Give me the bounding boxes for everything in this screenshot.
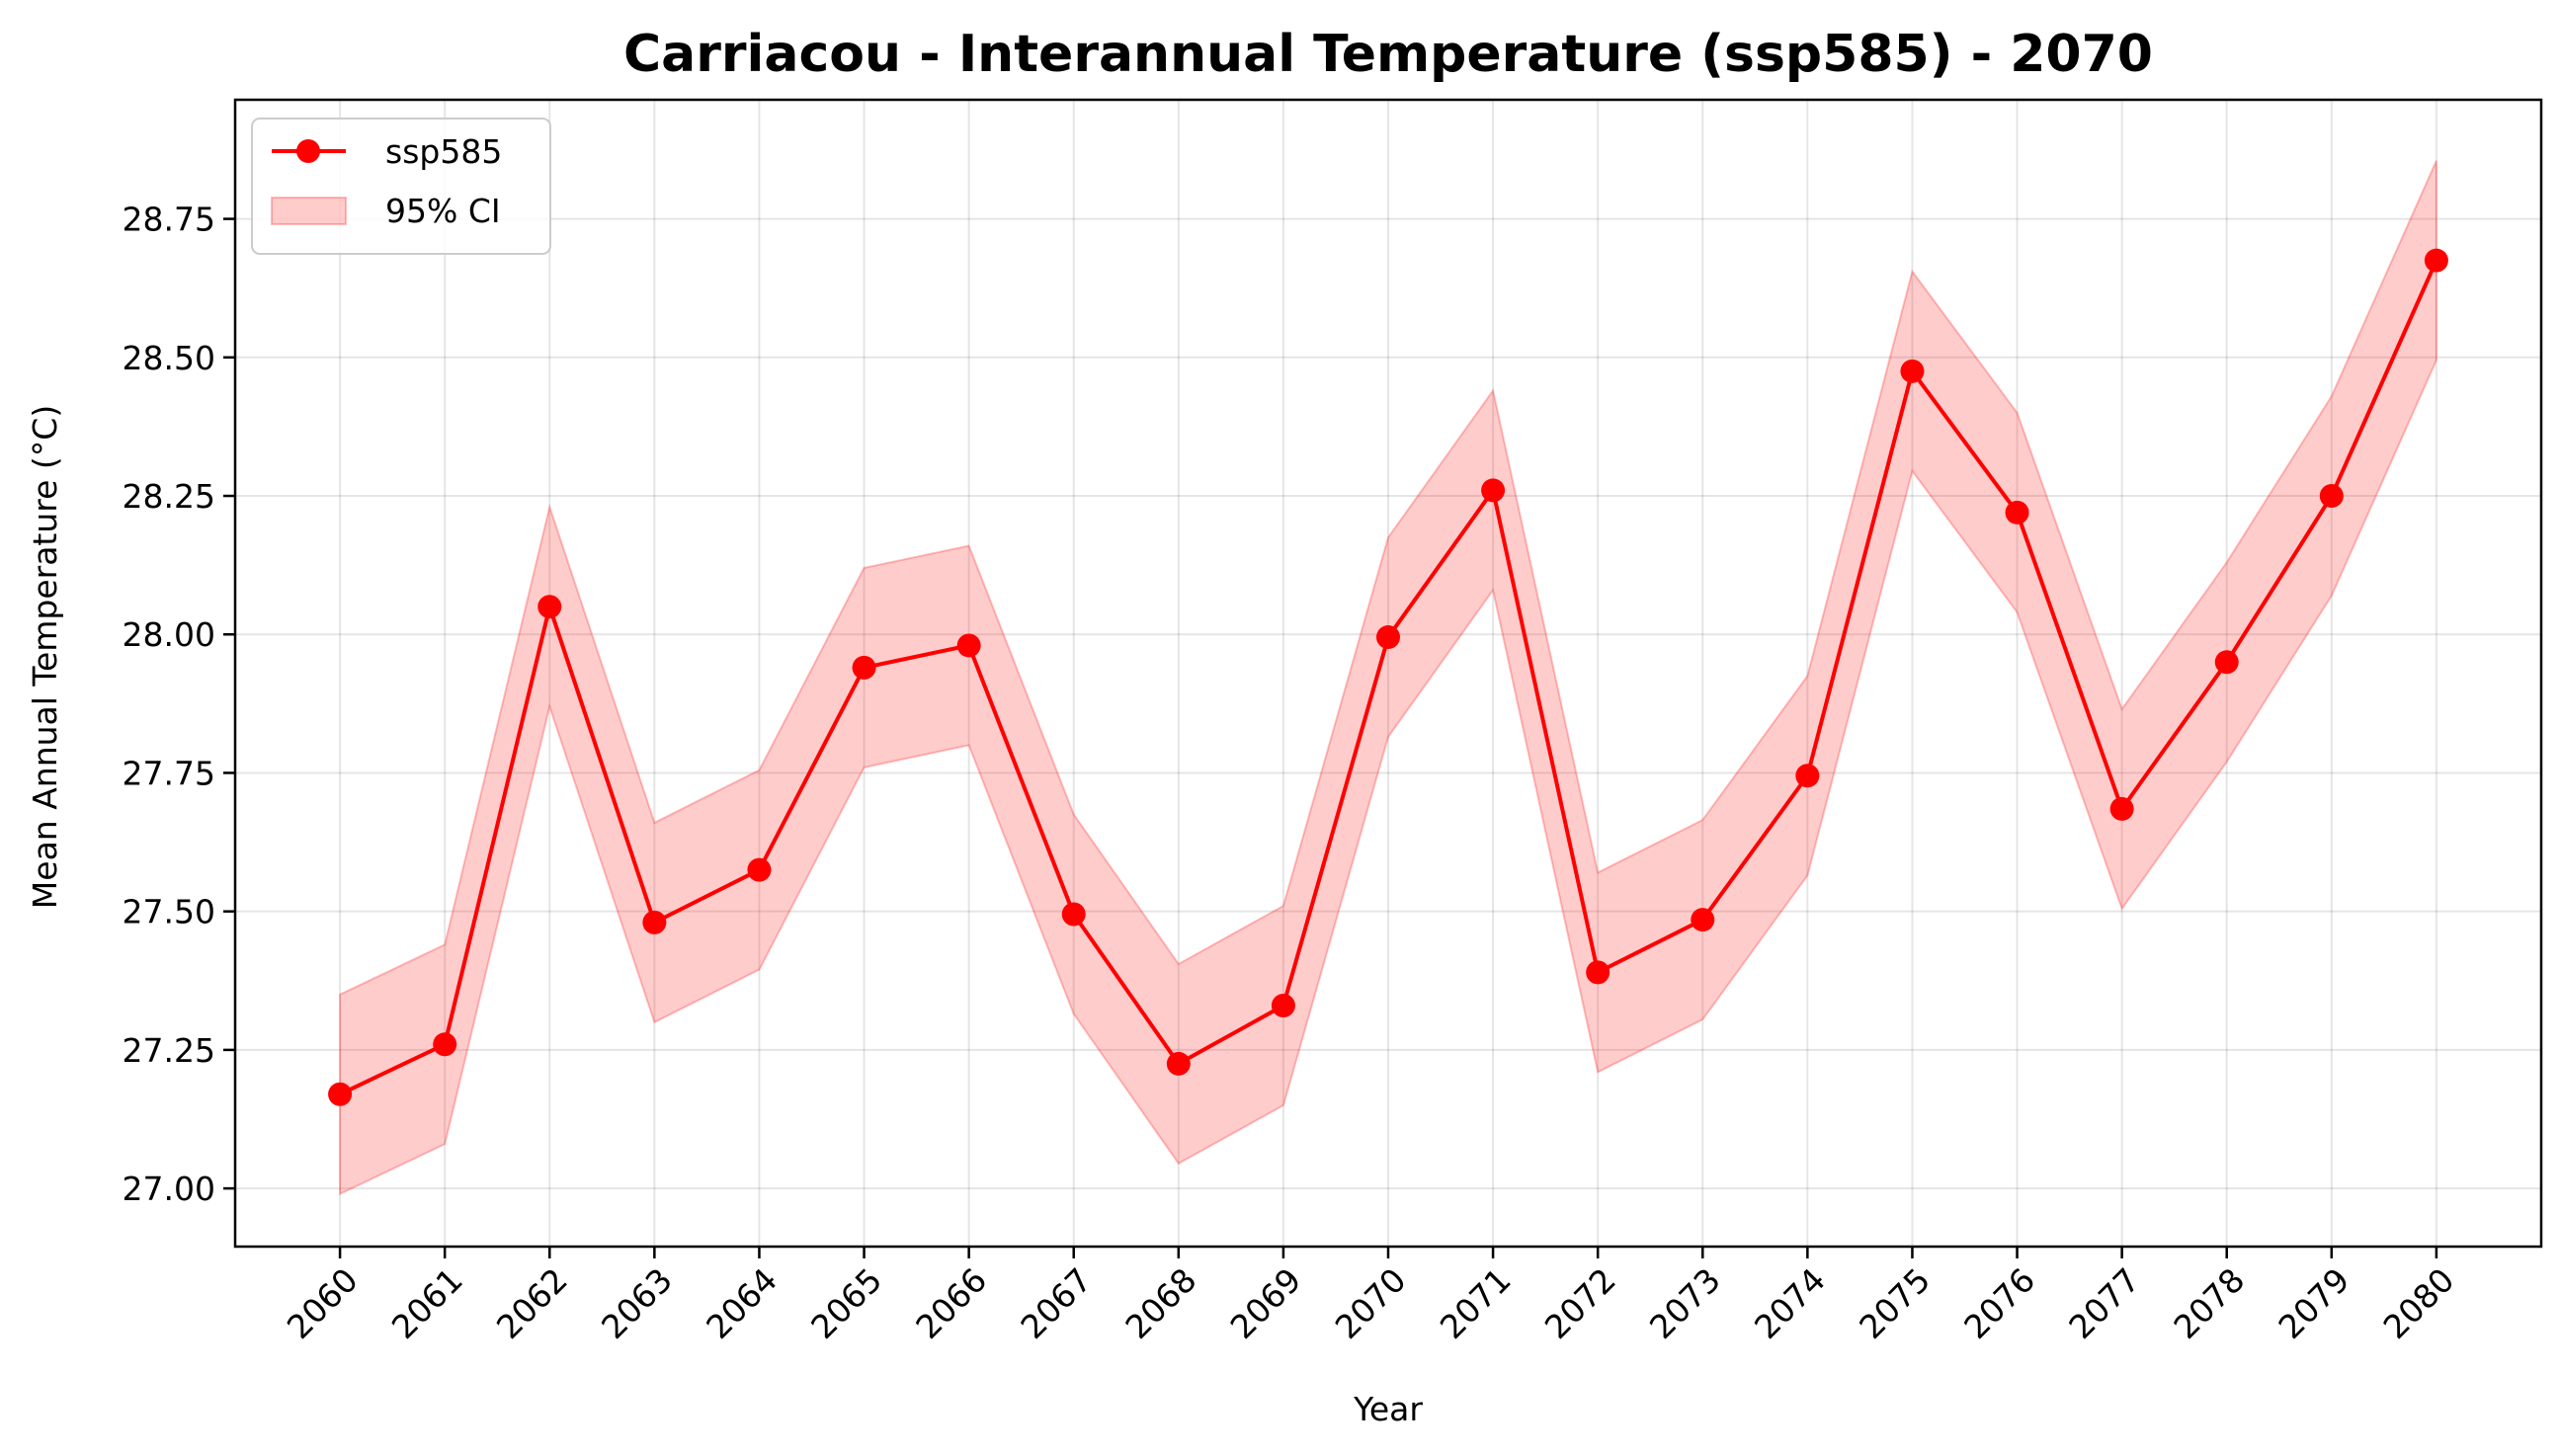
y-tick-label: 28.25 xyxy=(123,477,215,516)
x-tick-label: 2067 xyxy=(1013,1260,1099,1346)
data-point xyxy=(433,1032,457,1057)
grid xyxy=(235,100,2541,1247)
y-tick-label: 28.75 xyxy=(123,201,215,239)
x-tick-label: 2064 xyxy=(699,1260,784,1346)
y-tick-label: 27.00 xyxy=(123,1170,215,1208)
data-point xyxy=(1481,478,1506,503)
data-point xyxy=(537,595,562,619)
y-tick-label: 27.50 xyxy=(123,893,215,931)
data-point xyxy=(328,1082,353,1106)
x-axis-label: Year xyxy=(1353,1390,1423,1428)
legend: ssp585 95% CI xyxy=(251,118,551,255)
y-tick-label: 27.75 xyxy=(123,754,215,792)
x-tick-label: 2078 xyxy=(2166,1260,2252,1346)
x-tick-label: 2075 xyxy=(1852,1260,1938,1346)
y-tick-label: 27.25 xyxy=(123,1031,215,1070)
x-tick-label: 2070 xyxy=(1328,1260,1414,1346)
x-tick-label: 2062 xyxy=(489,1260,575,1346)
data-point xyxy=(2005,500,2029,525)
x-tick-label: 2077 xyxy=(2061,1260,2147,1346)
confidence-band xyxy=(339,160,2437,1196)
x-tick-label: 2074 xyxy=(1747,1260,1833,1346)
x-tick-label: 2076 xyxy=(1956,1260,2042,1346)
x-tick-label: 2080 xyxy=(2376,1260,2462,1346)
x-tick-label: 2073 xyxy=(1642,1260,1728,1346)
data-point xyxy=(642,910,667,934)
data-point xyxy=(747,857,772,882)
chart-title: Carriacou - Interannual Temperature (ssp… xyxy=(623,25,2153,84)
y-tick-label: 28.50 xyxy=(123,339,215,377)
y-tick-label: 28.00 xyxy=(123,615,215,654)
series-markers xyxy=(328,248,2448,1106)
x-tick-label: 2065 xyxy=(803,1260,889,1346)
x-tick-label: 2061 xyxy=(384,1260,470,1346)
x-axis-ticks: 2060 2061 2062 2063 2064 2065 2066 2067 2068 2069… xyxy=(280,1247,2462,1346)
x-tick-label: 2072 xyxy=(1537,1260,1623,1346)
legend-label-ci: 95% CI xyxy=(385,192,501,230)
data-point xyxy=(1586,960,1610,985)
data-point xyxy=(956,633,981,658)
data-point xyxy=(2109,796,2134,821)
data-point xyxy=(2424,248,2448,273)
x-tick-label: 2063 xyxy=(594,1260,680,1346)
x-tick-label: 2071 xyxy=(1433,1260,1519,1346)
data-point xyxy=(1166,1051,1191,1076)
y-axis-label: Mean Annual Temperature (°C) xyxy=(26,405,64,909)
data-point xyxy=(2319,484,2344,509)
x-tick-label: 2079 xyxy=(2271,1260,2357,1346)
data-point xyxy=(1691,908,1715,932)
data-point xyxy=(852,655,876,680)
y-axis-ticks: 27.00 27.25 27.50 27.75 28.00 28.25 28.50 28.75 xyxy=(123,201,235,1208)
data-point xyxy=(2214,650,2239,675)
data-point xyxy=(1795,764,1820,788)
x-tick-label: 2066 xyxy=(908,1260,994,1346)
data-point xyxy=(1900,359,1925,383)
legend-ci-swatch xyxy=(271,197,347,225)
confidence-band-layer xyxy=(339,160,2437,1196)
x-tick-label: 2068 xyxy=(1118,1260,1204,1346)
x-tick-label: 2060 xyxy=(280,1260,366,1346)
data-point xyxy=(1061,902,1086,927)
data-point xyxy=(1271,994,1295,1018)
data-point xyxy=(1376,625,1400,650)
legend-label-series: ssp585 xyxy=(385,132,502,171)
legend-marker-swatch xyxy=(296,139,320,163)
x-tick-label: 2069 xyxy=(1223,1260,1309,1346)
